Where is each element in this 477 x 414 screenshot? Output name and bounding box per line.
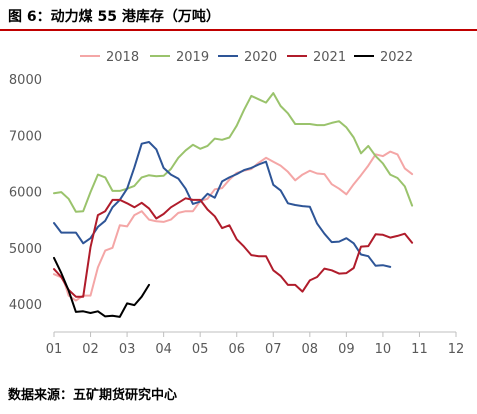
- x-tick-label: 02: [82, 342, 99, 357]
- legend-label-2022: 2022: [380, 50, 413, 65]
- x-tick-label: 07: [265, 342, 282, 357]
- title-underline: [0, 29, 477, 31]
- x-tick-label: 06: [228, 342, 245, 357]
- series-line-2022: [53, 256, 150, 318]
- x-tick-label: 05: [192, 342, 209, 357]
- y-tick-label: 4000: [9, 298, 42, 313]
- x-tick-label: 09: [338, 342, 355, 357]
- y-tick-label: 7000: [9, 129, 42, 144]
- y-axis-ticks: 4000 5000 6000 7000 8000: [9, 73, 42, 313]
- series-line-2019: [53, 92, 414, 213]
- series-line-2021: [53, 197, 414, 298]
- chart: 2018 2019 2020 2021 2022 4000 5000 6000 7000 800…: [9, 50, 465, 357]
- x-tick-label: 01: [46, 342, 63, 357]
- y-tick-label: 5000: [9, 242, 42, 257]
- chart-title: 图 6：动力煤 55 港库存（万吨）: [8, 9, 220, 25]
- x-axis-ticks: 01 02 03 04 05 06 07 08 09 10 11 12: [46, 332, 465, 357]
- y-tick-label: 6000: [9, 186, 42, 201]
- x-tick-label: 08: [302, 342, 319, 357]
- source-note: 数据来源：五矿期货研究中心: [8, 388, 178, 403]
- legend-label-2019: 2019: [176, 50, 209, 65]
- x-tick-label: 10: [375, 342, 392, 357]
- legend-label-2018: 2018: [106, 50, 139, 65]
- x-tick-label: 12: [448, 342, 465, 357]
- x-tick-label: 03: [119, 342, 136, 357]
- legend-label-2021: 2021: [313, 50, 346, 65]
- legend: 2018 2019 2020 2021 2022: [80, 50, 413, 65]
- y-tick-label: 8000: [9, 73, 42, 88]
- x-tick-label: 11: [411, 342, 428, 357]
- series-line-2020: [53, 141, 392, 268]
- x-tick-label: 04: [155, 342, 172, 357]
- series-lines: [53, 92, 414, 318]
- legend-label-2020: 2020: [244, 50, 277, 65]
- series-line-2018: [53, 150, 414, 302]
